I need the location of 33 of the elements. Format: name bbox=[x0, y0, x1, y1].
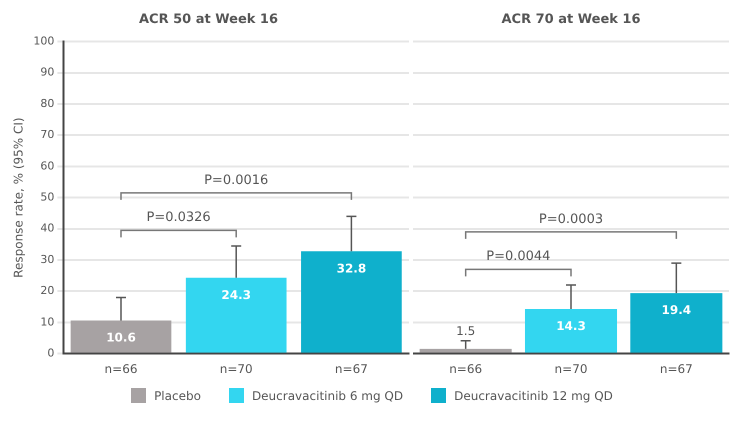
y-tick-label: 100 bbox=[33, 34, 54, 48]
data-label: 32.8 bbox=[336, 261, 366, 276]
annotation: P=0.0044 bbox=[486, 249, 550, 264]
x-tick-label: n=70 bbox=[554, 362, 588, 376]
legend-label: Deucravacitinib 12 mg QD bbox=[454, 388, 613, 402]
legend-label: Placebo bbox=[154, 388, 201, 402]
data-label: 24.3 bbox=[221, 288, 251, 302]
data-label: 19.4 bbox=[662, 303, 692, 318]
x-tick-label: n=66 bbox=[104, 362, 138, 376]
y-tick-label: 20 bbox=[40, 284, 54, 298]
y-tick-label: 50 bbox=[40, 190, 54, 204]
y-tick-label: 0 bbox=[47, 346, 54, 360]
x-tick-label: n=66 bbox=[449, 362, 482, 376]
x-tick-label: n=67 bbox=[334, 362, 368, 376]
y-tick-label: 10 bbox=[40, 315, 54, 328]
y-tick-label: 70 bbox=[40, 128, 54, 142]
y-tick-label: 30 bbox=[40, 252, 54, 266]
annotation: P=0.0016 bbox=[204, 172, 268, 188]
x-tick-label: n=70 bbox=[220, 362, 253, 376]
y-tick-label: 60 bbox=[40, 159, 54, 172]
data-label: 1.5 bbox=[456, 324, 476, 338]
y-tick-label: 40 bbox=[40, 222, 54, 235]
data-label: 14.3 bbox=[556, 319, 586, 334]
chart-title: ACR 70 at Week 16 bbox=[501, 12, 641, 28]
data-label: 10.6 bbox=[106, 330, 136, 345]
chart-title: ACR 50 at Week 16 bbox=[138, 12, 278, 28]
annotation: P=0.0326 bbox=[146, 210, 211, 226]
y-tick-label: 80 bbox=[40, 96, 54, 110]
x-tick-label: n=67 bbox=[660, 362, 693, 376]
y-tick-label: 90 bbox=[40, 66, 54, 79]
legend-label: Deucravacitinib 6 mg QD bbox=[252, 388, 404, 402]
annotation: P=0.0003 bbox=[538, 212, 604, 227]
y-axis-title: Response rate, % (95% CI) bbox=[11, 117, 26, 278]
